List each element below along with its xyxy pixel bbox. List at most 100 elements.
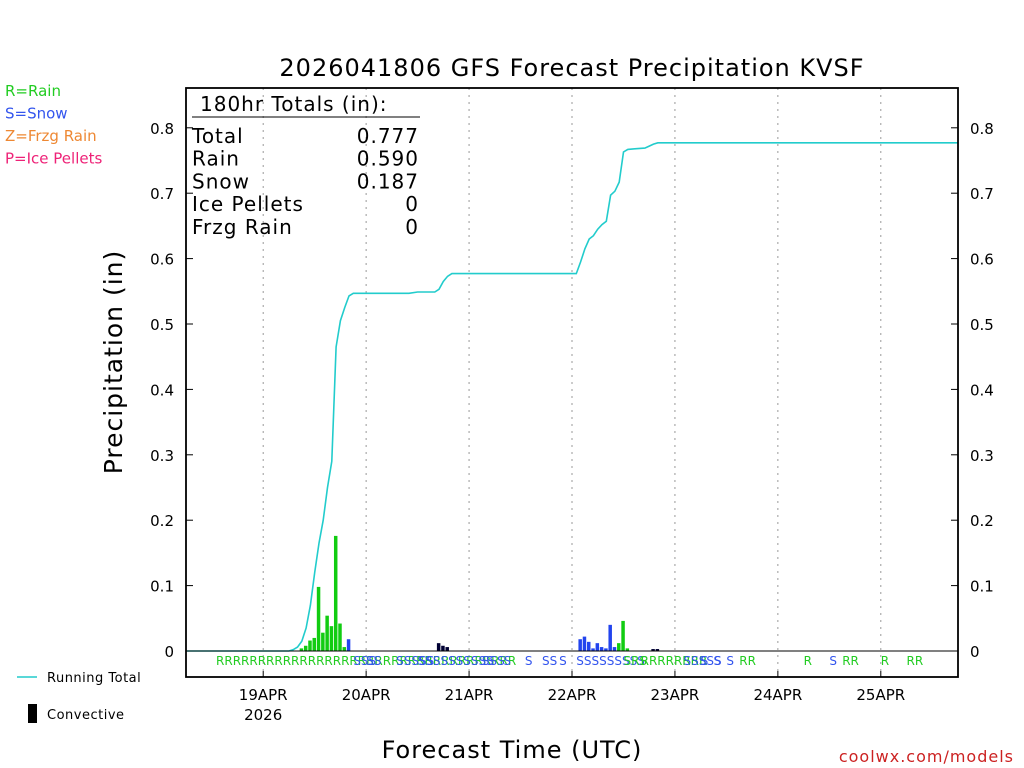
y-tick-label-right: 0.3 bbox=[970, 447, 994, 465]
precip-type-mark: SSSSS bbox=[684, 654, 722, 668]
precip-bar-snow bbox=[591, 648, 595, 651]
precip-type-mark: S bbox=[829, 654, 837, 668]
precip-bar-snow bbox=[587, 641, 591, 651]
y-tick-label-left: 0.6 bbox=[150, 251, 174, 269]
precip-type-mark: SSSSSSSSS bbox=[576, 654, 645, 668]
type-legend-item: S=Snow bbox=[5, 105, 68, 123]
y-tick-label-left: 0.5 bbox=[150, 316, 174, 334]
precip-bar-snow bbox=[604, 648, 608, 651]
precip-bar-rain bbox=[325, 615, 329, 651]
precip-type-legend: R=Rain S=Snow Z=Frzg Rain P=Ice Pellets bbox=[5, 82, 102, 168]
precip-type-mark: R bbox=[881, 654, 889, 668]
y-tick-label-left: 0.4 bbox=[150, 381, 174, 399]
precip-bar-rain bbox=[308, 640, 312, 651]
totals-label: Rain bbox=[192, 147, 240, 171]
running-total-line bbox=[186, 142, 958, 652]
y-tick-label-left: 0 bbox=[164, 643, 174, 661]
y-tick-label-left: 0.3 bbox=[150, 447, 174, 465]
precip-type-mark: SS bbox=[542, 654, 557, 668]
y-tick-label-right: 0 bbox=[970, 643, 980, 661]
precip-bar-snow bbox=[346, 639, 351, 651]
precip-type-mark: SSS bbox=[482, 654, 505, 668]
totals-label: Total bbox=[191, 124, 244, 148]
precip-bar-rain bbox=[617, 643, 621, 651]
precip-bar-rain bbox=[333, 535, 338, 651]
precip-bar-convective bbox=[445, 647, 449, 651]
y-tick-label-left: 0.1 bbox=[150, 578, 174, 596]
precip-bar-convective bbox=[441, 645, 445, 651]
y-axis-left: 0 0.1 0.2 0.3 0.4 0.5 0.6 0.7 0.8 bbox=[150, 120, 193, 661]
precip-type-mark: SRS bbox=[623, 654, 647, 668]
totals-value: 0 bbox=[405, 215, 419, 239]
precip-type-mark: RRRRRRRRRRRRRRRRRRRRRRRRRRRRRRRRRRRR bbox=[216, 654, 516, 668]
precip-bar-rain bbox=[621, 620, 625, 651]
precip-type-mark: SSSSSSSSSS bbox=[418, 654, 494, 668]
y-tick-label-right: 0.1 bbox=[970, 578, 994, 596]
precip-type-mark: S bbox=[559, 654, 567, 668]
precip-type-mark: R bbox=[804, 654, 812, 668]
convective-legend-swatch bbox=[28, 704, 37, 723]
totals-label: Frzg Rain bbox=[192, 215, 293, 239]
totals-value: 0.777 bbox=[357, 124, 419, 148]
precip-bar-rain bbox=[303, 645, 308, 651]
x-axis: 19APR 2026 20APR 21APR 22APR 23APR 24APR 25APR bbox=[239, 671, 905, 724]
chart-title: 2026041806 GFS Forecast Precipitation KV… bbox=[279, 54, 864, 82]
x-tick-sublabel: 2026 bbox=[244, 706, 282, 724]
precip-type-mark: RRRRRRRR bbox=[641, 654, 708, 668]
precip-bar-snow bbox=[608, 624, 612, 651]
gridlines bbox=[262, 88, 882, 677]
precip-bar-snow bbox=[582, 636, 587, 651]
y-tick-label-left: 0.7 bbox=[150, 185, 174, 203]
precip-type-mark: S bbox=[503, 654, 511, 668]
totals-value: 0.590 bbox=[357, 147, 419, 171]
totals-header: 180hr Totals (in): bbox=[200, 92, 388, 116]
totals-value: 0.187 bbox=[357, 169, 419, 193]
x-tick-label: 21APR bbox=[445, 686, 494, 704]
precip-bar-convective bbox=[436, 643, 441, 651]
precip-bar-snow bbox=[578, 639, 582, 651]
precip-bar-rain bbox=[299, 648, 304, 651]
x-tick-label: 22APR bbox=[548, 686, 597, 704]
precip-type-mark: SSS bbox=[353, 654, 376, 668]
precip-type-mark: S bbox=[525, 654, 533, 668]
totals-value: 0 bbox=[405, 192, 419, 216]
totals-label: Snow bbox=[192, 169, 250, 193]
y-axis-right: 0 0.1 0.2 0.3 0.4 0.5 0.6 0.7 0.8 bbox=[951, 120, 994, 661]
x-tick-label: 19APR bbox=[239, 686, 288, 704]
precip-bar-snow bbox=[599, 647, 604, 651]
precip-type-mark: SS bbox=[366, 654, 381, 668]
x-tick-label: 24APR bbox=[753, 686, 802, 704]
x-tick-label: 23APR bbox=[651, 686, 700, 704]
precip-type-mark: S bbox=[714, 654, 722, 668]
totals-label: Ice Pellets bbox=[192, 192, 304, 216]
precip-type-marks: RRRRRRRRRRRRRRRRRRRRRRRRRRRRRRRRRRRRSSSS… bbox=[216, 654, 923, 668]
precip-bar-rain bbox=[329, 626, 334, 651]
precip-bar-rain bbox=[316, 586, 321, 651]
precip-type-mark: SSSSS bbox=[396, 654, 434, 668]
x-tick-label: 25APR bbox=[856, 686, 905, 704]
y-tick-label-right: 0.8 bbox=[970, 120, 994, 138]
precip-bar-snow bbox=[595, 643, 600, 651]
y-tick-label-right: 0.7 bbox=[970, 185, 994, 203]
y-tick-label-right: 0.6 bbox=[970, 251, 994, 269]
precip-type-mark: RR bbox=[842, 654, 859, 668]
precip-type-mark: RR bbox=[739, 654, 756, 668]
type-legend-item: Z=Frzg Rain bbox=[5, 127, 97, 145]
convective-legend-label: Convective bbox=[47, 708, 125, 723]
credit-text: coolwx.com/models bbox=[839, 747, 1014, 766]
precip-type-mark: S bbox=[701, 654, 709, 668]
y-tick-label-right: 0.4 bbox=[970, 381, 994, 399]
y-tick-label-right: 0.5 bbox=[970, 316, 994, 334]
precip-bar-rain bbox=[342, 647, 347, 651]
bars bbox=[299, 535, 660, 651]
type-legend-item: R=Rain bbox=[5, 82, 61, 100]
y-tick-label-left: 0.2 bbox=[150, 512, 174, 530]
x-axis-label: Forecast Time (UTC) bbox=[382, 736, 643, 764]
y-tick-label-left: 0.8 bbox=[150, 120, 174, 138]
precip-type-mark: S bbox=[726, 654, 734, 668]
running-total-legend-label: Running Total bbox=[47, 671, 141, 686]
precip-type-mark: RR bbox=[907, 654, 924, 668]
precip-bar-convective bbox=[651, 649, 655, 651]
x-tick-label: 20APR bbox=[342, 686, 391, 704]
